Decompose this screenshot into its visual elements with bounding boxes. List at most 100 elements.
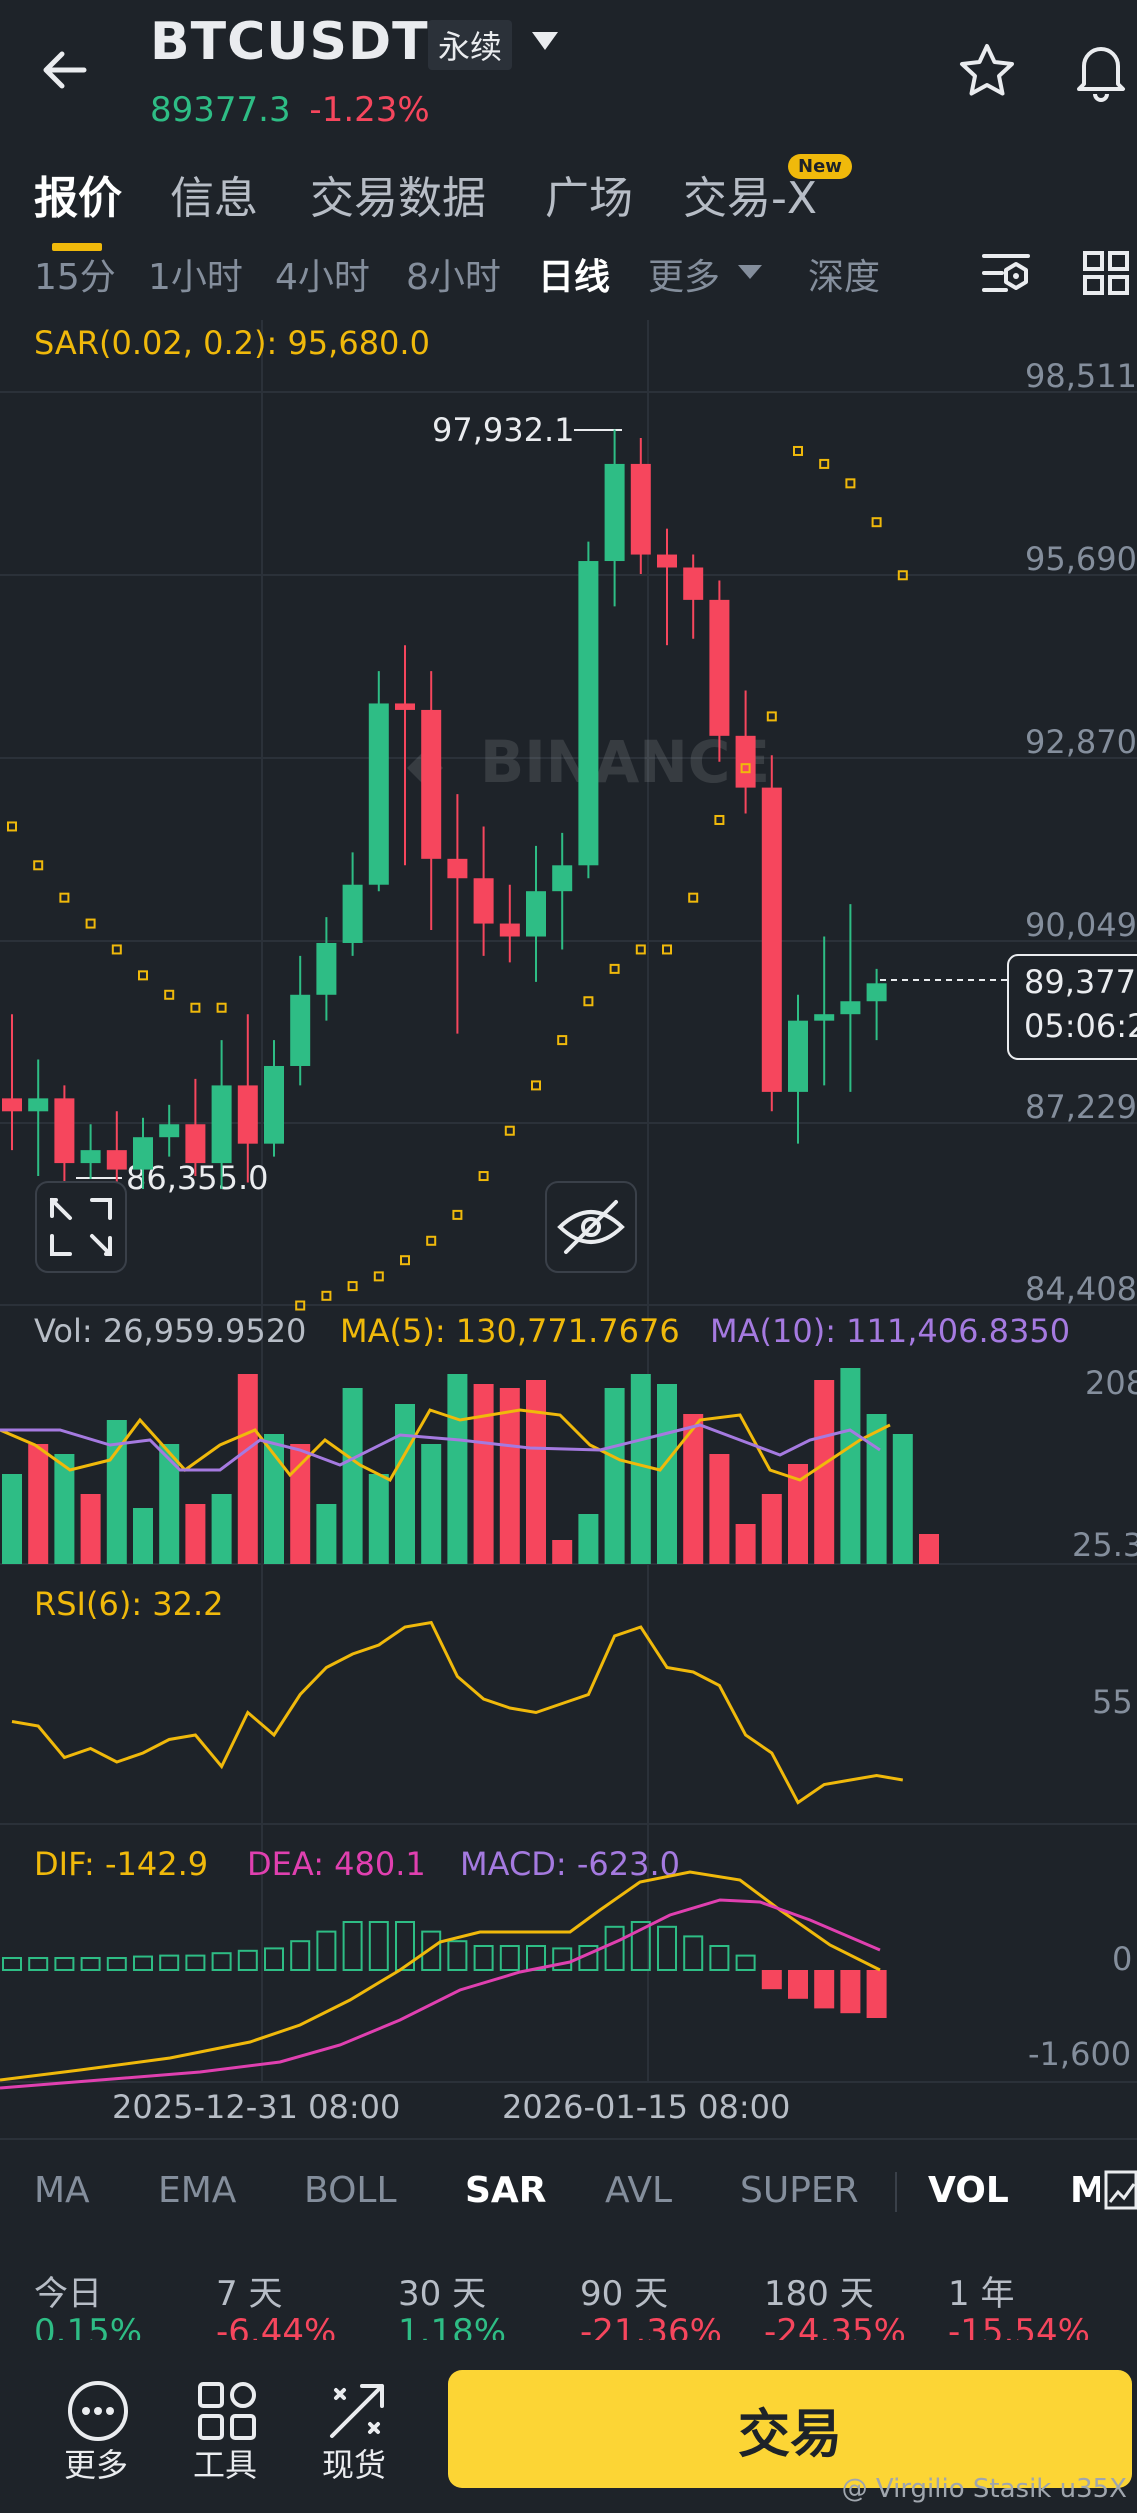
macd-bar [604, 1925, 625, 1972]
indicator-settings-icon[interactable] [1100, 2164, 1137, 2216]
layout-grid-icon[interactable] [1082, 250, 1130, 300]
ind-sar[interactable]: SAR [465, 2170, 547, 2211]
perf-value-1y: -15.54% [948, 2312, 1090, 2340]
spot-icon[interactable] [322, 2376, 392, 2446]
candle [421, 671, 442, 931]
high-marker: 97,932.1 [432, 411, 622, 449]
more-icon[interactable] [63, 2376, 133, 2446]
ind-boll[interactable]: BOLL [304, 2170, 397, 2211]
sar-dot [793, 445, 803, 456]
macd-bar [683, 1935, 704, 1972]
ind-avl[interactable]: AVL [605, 2170, 673, 2211]
watermark-text: BINANCE [480, 728, 770, 796]
tf-1d[interactable]: 日线 [538, 257, 611, 298]
macd-bar [106, 1957, 127, 1971]
macd-axis-1: 0 [1112, 1940, 1132, 1978]
ind-vol[interactable]: VOL [928, 2170, 1009, 2211]
symbol-title[interactable]: BTCUSDT [150, 12, 429, 72]
fullscreen-button[interactable] [35, 1181, 127, 1273]
sar-label: SAR(0.02, 0.2): 95,680.0 [34, 324, 430, 362]
volume-bar [630, 1374, 651, 1564]
chart-panel[interactable]: BINANCE SAR(0.02, 0.2): 95,680.0 98,511 … [0, 320, 1137, 2126]
tab-trade-x[interactable]: 交易-X [683, 173, 818, 224]
tools-label[interactable]: 工具 [193, 2446, 258, 2484]
chart-svg: BINANCE SAR(0.02, 0.2): 95,680.0 98,511 … [0, 320, 1137, 2090]
candle [447, 794, 468, 1034]
contract-type-badge[interactable]: 永续 [428, 20, 513, 70]
ind-m[interactable]: M [1070, 2170, 1106, 2211]
candle [630, 438, 651, 574]
back-icon[interactable] [36, 40, 96, 100]
sar-dot [373, 1271, 384, 1282]
macd-bar [630, 1921, 651, 1971]
more-label[interactable]: 更多 [64, 2446, 129, 2484]
price-line: 89377.3 -1.23% [150, 90, 430, 130]
macd-bar [185, 1954, 206, 1971]
ind-ma[interactable]: MA [34, 2170, 90, 2211]
macd-bar [788, 1970, 808, 1999]
tools-icon[interactable] [192, 2376, 262, 2446]
volume-bar [237, 1374, 258, 1564]
macd-bar [866, 1970, 887, 2018]
volume-bars [2, 1368, 939, 1564]
volume-bar [552, 1540, 573, 1564]
volume-bar [395, 1404, 415, 1564]
tf-more[interactable]: 更多 [648, 257, 721, 298]
ind-super[interactable]: SUPER [740, 2170, 859, 2211]
indicator-separator [895, 2172, 897, 2212]
x-axis-label-2: 2026-01-15 08:00 [502, 2088, 791, 2126]
sar-dot [897, 570, 908, 581]
sar-dot [557, 1035, 568, 1046]
candle [499, 884, 520, 963]
macd-bar [421, 1930, 442, 1971]
macd-bar [368, 1921, 389, 1971]
sar-dot [819, 458, 830, 469]
macd-bar [80, 1957, 101, 1971]
sar-dot [688, 892, 699, 903]
bell-icon[interactable] [1068, 38, 1134, 108]
symbol-dropdown-icon[interactable] [530, 30, 560, 56]
candle [2, 1014, 22, 1151]
perf-label-7d: 7 天 [216, 2274, 283, 2314]
volume-bar [2, 1474, 22, 1564]
tab-square[interactable]: 广场 [545, 173, 633, 224]
macd-axis-2: -1,600 [1028, 2035, 1131, 2073]
sar-dot [426, 1235, 437, 1246]
tf-depth[interactable]: 深度 [808, 257, 881, 298]
volume-bar [840, 1368, 861, 1564]
trade-button[interactable]: 交易 [448, 2370, 1132, 2488]
macd-bar [54, 1957, 75, 1971]
sar-dot [216, 1002, 227, 1013]
tf-4h[interactable]: 4小时 [275, 257, 370, 298]
sar-dot [714, 814, 725, 825]
macd-bar [735, 1954, 756, 1971]
price-axis-6: 84,408 [1025, 1270, 1137, 1308]
chart-settings-icon[interactable] [980, 248, 1032, 302]
spot-label[interactable]: 现货 [322, 2446, 387, 2484]
tab-quotes[interactable]: 报价 [34, 173, 122, 224]
volume-bar [316, 1504, 337, 1564]
tf-8h[interactable]: 8小时 [406, 257, 501, 298]
volume-bar [761, 1494, 782, 1564]
tab-trading-data[interactable]: 交易数据 [310, 173, 486, 224]
ind-ema[interactable]: EMA [158, 2170, 237, 2211]
sar-dot [138, 970, 148, 981]
volume-bar [159, 1444, 180, 1564]
tf-1h[interactable]: 1小时 [148, 257, 243, 298]
volume-bar [709, 1454, 730, 1564]
star-icon[interactable] [955, 40, 1019, 108]
macd-bar [237, 1949, 258, 1972]
candle [368, 671, 389, 892]
tf-15m[interactable]: 15分 [34, 257, 116, 298]
macd-bar [264, 1947, 284, 1972]
tab-info[interactable]: 信息 [170, 173, 258, 224]
volume-bar [526, 1380, 546, 1564]
credit-watermark: @ Virgilio Stasik u35X [841, 2474, 1127, 2504]
tf-more-caret-icon[interactable] [737, 264, 763, 284]
volume-bar [421, 1444, 442, 1564]
candle [264, 1040, 284, 1157]
volume-bar [185, 1504, 206, 1564]
candle [316, 917, 337, 1021]
candle [788, 994, 808, 1144]
hide-indicators-button[interactable] [545, 1181, 637, 1273]
